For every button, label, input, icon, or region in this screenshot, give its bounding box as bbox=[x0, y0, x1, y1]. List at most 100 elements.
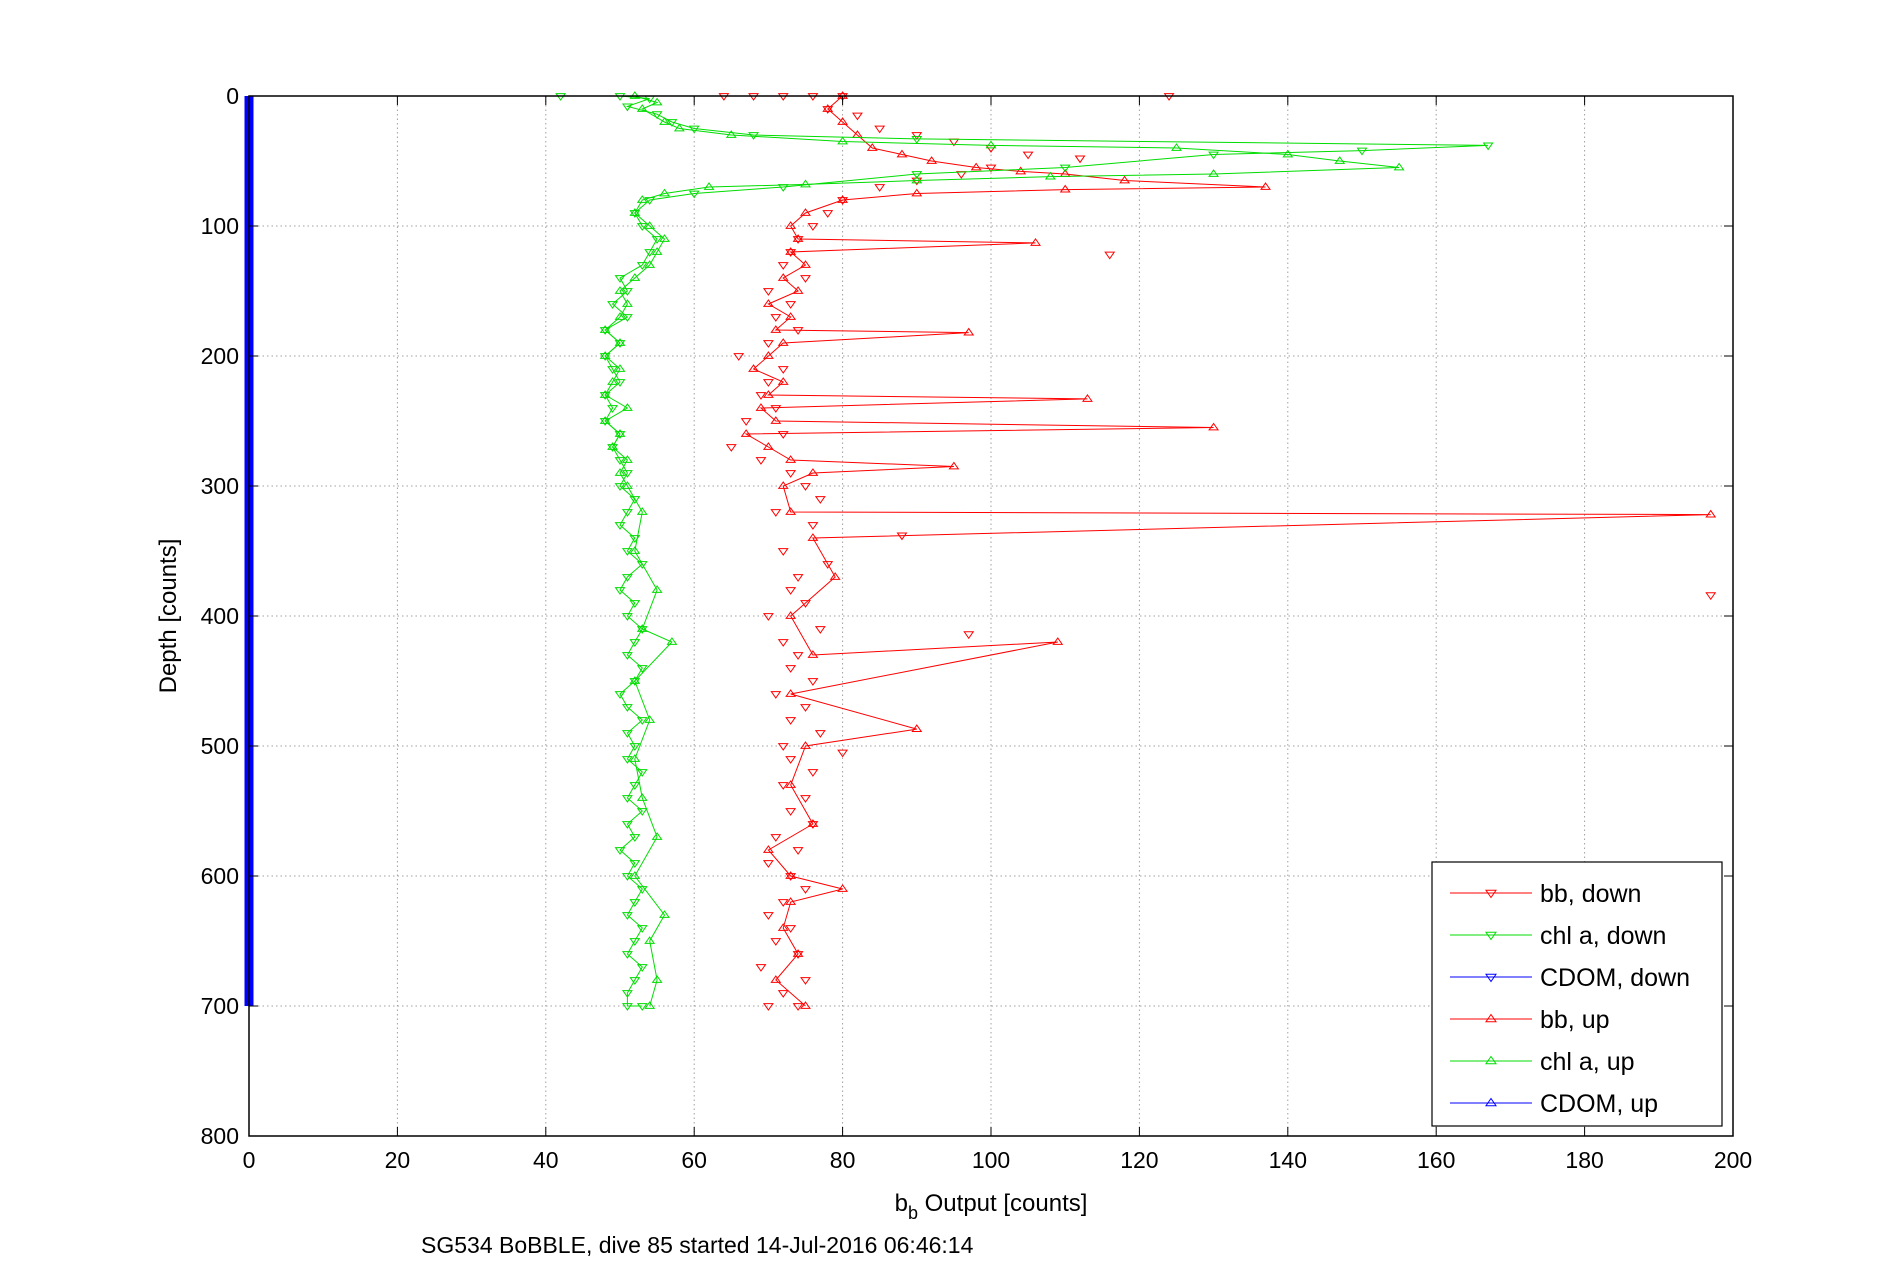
data-point bbox=[792, 847, 804, 855]
data-point bbox=[837, 884, 849, 892]
data-point bbox=[785, 587, 797, 595]
x-tick-label: 80 bbox=[830, 1147, 856, 1173]
data-point bbox=[755, 392, 767, 400]
legend-label: bb, up bbox=[1540, 1006, 1610, 1034]
data-point bbox=[629, 860, 641, 868]
data-point bbox=[614, 429, 626, 437]
data-point bbox=[621, 873, 633, 881]
data-point bbox=[636, 223, 648, 231]
data-point bbox=[1044, 171, 1056, 180]
data-point bbox=[599, 390, 611, 398]
data-point bbox=[621, 821, 633, 829]
data-point bbox=[599, 325, 611, 333]
data-point bbox=[807, 468, 819, 476]
data-point bbox=[614, 587, 626, 595]
data-point bbox=[651, 236, 663, 244]
data-point bbox=[1356, 147, 1368, 156]
data-point bbox=[822, 104, 834, 112]
data-point bbox=[807, 819, 819, 827]
data-point bbox=[636, 717, 648, 725]
data-point bbox=[770, 834, 782, 842]
data-point bbox=[777, 431, 789, 439]
data-point bbox=[621, 730, 633, 738]
data-point bbox=[777, 481, 789, 489]
data-point bbox=[1030, 237, 1041, 246]
data-point bbox=[755, 457, 767, 465]
data-point bbox=[807, 223, 819, 231]
data-point bbox=[814, 730, 826, 738]
data-point bbox=[792, 949, 804, 957]
data-point bbox=[762, 379, 774, 387]
data-point bbox=[874, 184, 886, 192]
y-tick-label: 400 bbox=[201, 603, 239, 629]
data-point bbox=[555, 93, 567, 101]
data-point bbox=[1082, 393, 1093, 402]
data-point bbox=[800, 977, 811, 985]
caption: SG534 BoBBLE, dive 85 started 14-Jul-201… bbox=[421, 1232, 974, 1258]
data-point bbox=[785, 665, 797, 673]
data-point bbox=[762, 1003, 774, 1011]
data-point bbox=[807, 522, 819, 530]
data-point bbox=[792, 286, 804, 294]
data-point bbox=[770, 975, 782, 983]
data-point bbox=[644, 260, 656, 268]
data-point bbox=[770, 509, 782, 517]
series-bb-up bbox=[740, 91, 1717, 1009]
legend-label: CDOM, up bbox=[1540, 1090, 1658, 1118]
data-point bbox=[762, 340, 774, 348]
x-tick-label: 160 bbox=[1417, 1147, 1455, 1173]
data-point bbox=[629, 208, 641, 216]
data-point bbox=[629, 834, 641, 842]
data-point bbox=[614, 93, 626, 101]
data-point bbox=[792, 574, 804, 582]
data-point bbox=[792, 234, 804, 242]
data-point bbox=[822, 561, 834, 569]
data-point bbox=[1208, 169, 1220, 177]
x-tick-label: 60 bbox=[681, 1147, 707, 1173]
y-axis-label: Depth [counts] bbox=[155, 539, 182, 694]
data-point bbox=[651, 832, 663, 840]
data-point bbox=[629, 210, 641, 218]
x-axis-label-rest: Output [counts] bbox=[918, 1190, 1087, 1217]
series-line bbox=[604, 95, 1400, 1007]
data-point bbox=[777, 366, 789, 374]
data-point bbox=[740, 429, 752, 437]
x-tick-label: 120 bbox=[1120, 1147, 1158, 1173]
data-point bbox=[837, 136, 849, 145]
data-point bbox=[614, 522, 626, 530]
data-point bbox=[614, 691, 626, 699]
data-point bbox=[1171, 143, 1182, 151]
data-point bbox=[800, 483, 811, 491]
data-point bbox=[644, 221, 656, 229]
data-point bbox=[963, 327, 975, 336]
data-point bbox=[829, 572, 841, 580]
data-point bbox=[599, 353, 611, 361]
data-point bbox=[629, 600, 641, 608]
series-bb-down bbox=[718, 93, 1717, 1011]
data-point bbox=[792, 1003, 804, 1011]
data-point bbox=[866, 143, 878, 151]
data-point bbox=[770, 314, 782, 322]
data-point bbox=[837, 93, 849, 101]
data-point bbox=[807, 93, 819, 101]
data-point bbox=[629, 639, 641, 647]
data-point bbox=[629, 782, 641, 790]
data-point bbox=[659, 117, 670, 125]
data-point bbox=[636, 507, 648, 515]
y-tick-label: 200 bbox=[201, 343, 239, 369]
data-point bbox=[777, 639, 789, 647]
legend-marker bbox=[1485, 973, 1497, 983]
data-point bbox=[621, 103, 633, 112]
data-point bbox=[629, 977, 641, 985]
data-point bbox=[1059, 164, 1071, 173]
legend-item-chl-a-down: chl a, down bbox=[1450, 922, 1666, 950]
data-point bbox=[785, 247, 797, 255]
data-point bbox=[770, 325, 782, 333]
data-point bbox=[762, 288, 774, 296]
data-point bbox=[621, 299, 633, 307]
x-tick-label: 20 bbox=[385, 1147, 411, 1173]
data-point bbox=[1059, 184, 1071, 193]
data-point bbox=[740, 418, 752, 426]
data-point bbox=[733, 353, 745, 361]
